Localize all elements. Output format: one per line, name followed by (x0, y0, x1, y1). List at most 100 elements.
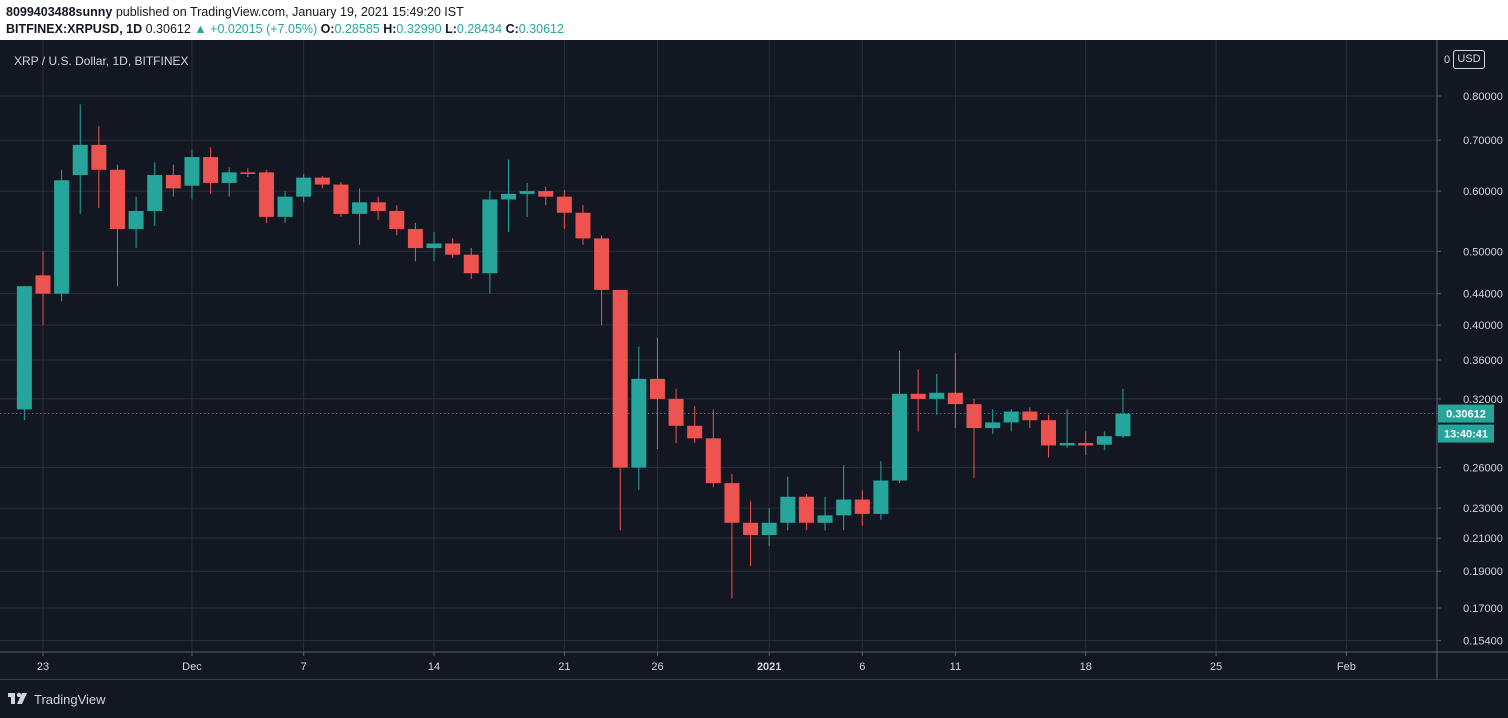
candle-body (1059, 443, 1075, 446)
close-value: 0.30612 (518, 22, 564, 36)
candle-body (1115, 413, 1131, 437)
candle-body (873, 480, 889, 514)
candle-body (854, 499, 870, 514)
candle-body (352, 202, 368, 214)
candle-body (687, 425, 703, 439)
candle (1115, 388, 1131, 438)
candle (817, 496, 833, 531)
current-price-badge (1438, 404, 1494, 423)
candle (947, 352, 963, 429)
candle (445, 238, 461, 259)
candle (370, 196, 386, 220)
candle-body (519, 191, 535, 194)
candle (109, 164, 125, 287)
candle-body (426, 243, 442, 249)
publication-line: 8099403488sunny published on TradingView… (6, 5, 464, 19)
candle-body (705, 438, 721, 484)
axis-layer: 0.80000 0.70000 0.60000 0.50000 0.44000 0.400… (0, 40, 1508, 680)
candle-body (296, 177, 312, 197)
footer: TradingView (0, 680, 1508, 718)
candle (743, 500, 759, 567)
candle (501, 159, 516, 233)
high-value: 0.32990 (396, 22, 442, 36)
candle (314, 176, 330, 189)
time-tick-label: 23 (37, 661, 49, 673)
candle (575, 205, 591, 245)
candle (1078, 431, 1094, 456)
candle (687, 406, 703, 444)
candle-body (203, 157, 219, 183)
author-name[interactable]: 8099403488sunny (6, 5, 113, 19)
candle-body (798, 496, 814, 523)
candle-body (240, 172, 256, 174)
candle (72, 104, 88, 214)
price-tick-label: 0.36000 (1463, 355, 1503, 367)
candle-body (165, 174, 181, 189)
candle (463, 248, 479, 279)
candle (184, 149, 200, 200)
candle-body (649, 378, 665, 399)
price-change: ▲ +0.02015 (+7.05%) (194, 22, 318, 36)
candle (724, 473, 740, 599)
candle (407, 222, 423, 262)
candlestick-chart[interactable]: 0.80000 0.70000 0.60000 0.50000 0.44000 0.400… (0, 40, 1508, 680)
candle (333, 181, 349, 217)
candle-body (892, 393, 908, 481)
price-tick-label: 0.70000 (1463, 135, 1503, 147)
candle-body (35, 275, 51, 294)
time-tick-label: 2021 (757, 661, 781, 673)
tradingview-brand[interactable]: TradingView (34, 692, 106, 707)
price-tick-label: 0.80000 (1463, 91, 1503, 103)
candle-body (910, 393, 926, 399)
candle (389, 205, 405, 236)
candle-body (128, 210, 144, 230)
candle (240, 168, 256, 178)
candle-layer (16, 104, 1131, 599)
candle-body (333, 184, 349, 214)
candle-body (221, 172, 237, 183)
chart-legend: XRP / U.S. Dollar, 1D, BITFINEX (14, 54, 189, 68)
current-price-label: 0.30612 (1446, 409, 1486, 421)
price-tick-label: 0.21000 (1463, 533, 1503, 545)
candle (649, 337, 665, 450)
time-tick-label: 21 (558, 661, 570, 673)
candle-body (929, 392, 945, 399)
candle-body (1040, 420, 1056, 446)
candle (594, 235, 610, 326)
candle (1022, 407, 1038, 429)
candle (519, 182, 535, 217)
candle-body (482, 199, 498, 274)
candle-body (538, 191, 554, 197)
candle (929, 374, 945, 415)
candle (482, 191, 498, 294)
candle (556, 190, 572, 230)
time-tick-label: 26 (651, 661, 663, 673)
currency-button[interactable]: USD (1453, 50, 1485, 69)
candle-body (724, 483, 740, 523)
price-tick-label: 0.40000 (1463, 320, 1503, 332)
candle (854, 489, 870, 526)
candle (165, 164, 181, 197)
candle-body (109, 169, 125, 230)
candle (780, 476, 796, 531)
candle (128, 196, 144, 249)
time-tick-label: Dec (182, 661, 202, 673)
candle-body (594, 238, 610, 290)
candle-body (985, 422, 1001, 429)
price-tick-label: 0.50000 (1463, 246, 1503, 258)
candle (631, 346, 647, 490)
last-price: 0.30612 (145, 22, 191, 36)
candle (426, 232, 442, 262)
candle (873, 461, 889, 520)
price-tick-label: 0.15400 (1463, 636, 1503, 648)
high-label: H: (383, 22, 397, 36)
candle-body (147, 174, 163, 211)
candle (985, 409, 1001, 434)
price-tick-label: 0.23000 (1463, 503, 1503, 515)
symbol-info-line: BITFINEX:XRPUSD, 1D 0.30612 ▲ +0.02015 (… (6, 22, 564, 36)
candle (91, 126, 107, 209)
time-tick-label: 14 (428, 661, 440, 673)
candle-body (1003, 411, 1019, 423)
candle (352, 188, 368, 245)
tradingview-logo-icon[interactable] (8, 691, 30, 705)
